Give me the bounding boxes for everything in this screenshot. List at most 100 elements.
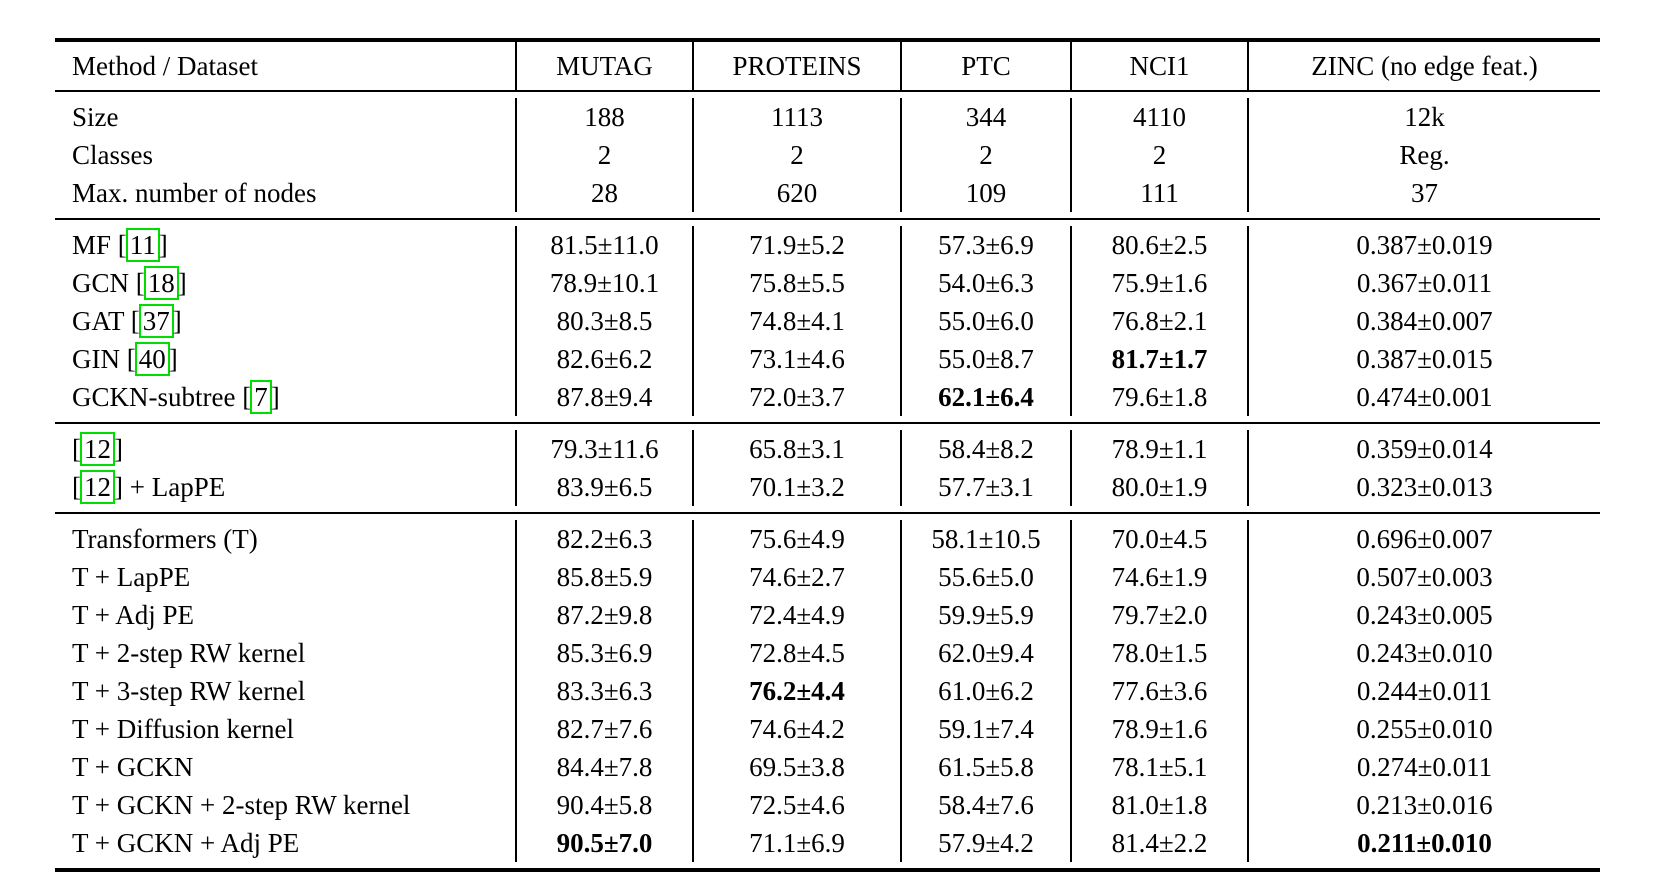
value-cell: 76.8±2.1 — [1070, 302, 1247, 340]
value-cell: 62.1±6.4 — [900, 378, 1070, 416]
value-cell: 70.1±3.2 — [692, 468, 900, 506]
value-cell: 87.8±9.4 — [515, 378, 692, 416]
citation-link[interactable]: 11 — [125, 228, 160, 262]
value-cell: 57.7±3.1 — [900, 468, 1070, 506]
citation-link[interactable]: 37 — [138, 304, 174, 338]
info-value-cell: 28 — [515, 174, 692, 212]
value-cell: 61.0±6.2 — [900, 672, 1070, 710]
value-cell: 58.4±7.6 — [900, 786, 1070, 824]
value-cell: 73.1±4.6 — [692, 340, 900, 378]
citation-bracket: [ — [72, 434, 81, 464]
table-rule — [55, 422, 1600, 424]
row-label: T + GCKN — [72, 752, 194, 782]
citation-bracket: ] — [270, 382, 280, 412]
value-cell: 82.6±6.2 — [515, 340, 692, 378]
row-label: Classes — [72, 140, 153, 170]
value-cell: 72.5±4.6 — [692, 786, 900, 824]
column-header: MUTAG — [515, 42, 692, 90]
value-cell: 87.2±9.8 — [515, 596, 692, 634]
citation-link[interactable]: 7 — [250, 380, 272, 414]
citation-bracket: ] — [168, 344, 178, 374]
column-header: PTC — [900, 42, 1070, 90]
column-header: NCI1 — [1070, 42, 1247, 90]
value-cell: 72.4±4.9 — [692, 596, 900, 634]
value-cell: 75.8±5.5 — [692, 264, 900, 302]
info-value-cell: 111 — [1070, 174, 1247, 212]
value-cell: 85.3±6.9 — [515, 634, 692, 672]
citation-link[interactable]: 12 — [80, 432, 115, 466]
table-rule — [55, 218, 1600, 220]
section-prior-transformer: [12] 79.3±11.6 65.8±3.1 58.4±8.2 78.9±1.1 0.3… — [55, 424, 1600, 512]
value-cell: 0.243±0.010 — [1247, 634, 1600, 672]
value-cell: 80.0±1.9 — [1070, 468, 1247, 506]
value-cell: 0.211±0.010 — [1247, 824, 1600, 862]
value-cell: 61.5±5.8 — [900, 748, 1070, 786]
value-cell: 79.3±11.6 — [515, 430, 692, 468]
value-cell: 55.0±6.0 — [900, 302, 1070, 340]
value-cell: 0.696±0.007 — [1247, 520, 1600, 558]
citation-bracket: [ — [72, 472, 81, 502]
citation-link[interactable]: 40 — [134, 342, 170, 376]
value-cell: 82.7±7.6 — [515, 710, 692, 748]
value-cell: 59.1±7.4 — [900, 710, 1070, 748]
row-label: GIN [40] — [72, 342, 178, 376]
dataset-info-section: Size 188 1113 344 4110 12k Classes 2 2 2 2 Reg. Max.… — [55, 92, 1600, 218]
row-label: Size — [72, 102, 119, 132]
row-label: T + Diffusion kernel — [72, 714, 294, 744]
column-header: PROTEINS — [692, 42, 900, 90]
table-rule — [55, 512, 1600, 514]
row-label: T + GCKN + Adj PE — [72, 828, 300, 858]
value-cell: 76.2±4.4 — [692, 672, 900, 710]
value-cell: 69.5±3.8 — [692, 748, 900, 786]
value-cell: 74.6±1.9 — [1070, 558, 1247, 596]
value-cell: 77.6±3.6 — [1070, 672, 1247, 710]
value-cell: 72.8±4.5 — [692, 634, 900, 672]
row-label: T + 3-step RW kernel — [72, 676, 306, 706]
value-cell: 78.9±10.1 — [515, 264, 692, 302]
value-cell: 70.0±4.5 — [1070, 520, 1247, 558]
value-cell: 0.213±0.016 — [1247, 786, 1600, 824]
citation-bracket: [ — [135, 268, 145, 298]
section-transformer-variants: Transformers (T) 82.2±6.3 75.6±4.9 58.1±10.… — [55, 514, 1600, 868]
value-cell: 0.387±0.015 — [1247, 340, 1600, 378]
row-label: [12] — [55, 430, 515, 468]
row-label: [12] + LapPE — [72, 470, 226, 504]
value-cell: 79.7±2.0 — [1070, 596, 1247, 634]
value-cell: 90.4±5.8 — [515, 786, 692, 824]
value-cell: 81.5±11.0 — [515, 226, 692, 264]
value-cell: 82.2±6.3 — [515, 520, 692, 558]
citation-bracket: [ — [126, 344, 136, 374]
value-cell: 75.9±1.6 — [1070, 264, 1247, 302]
value-cell: 78.0±1.5 — [1070, 634, 1247, 672]
table-top-rule — [55, 38, 1600, 42]
value-cell: 62.0±9.4 — [900, 634, 1070, 672]
results-table: Method / Dataset MUTAG PROTEINS PTC NCI1 ZINC… — [55, 38, 1600, 872]
value-cell: 57.9±4.2 — [900, 824, 1070, 862]
info-value-cell: 4110 — [1070, 98, 1247, 136]
value-cell: 80.6±2.5 — [1070, 226, 1247, 264]
column-header: Method / Dataset — [72, 51, 258, 81]
value-cell: 74.6±4.2 — [692, 710, 900, 748]
value-cell: 80.3±8.5 — [515, 302, 692, 340]
info-value-cell: Reg. — [1247, 136, 1600, 174]
info-value-cell: 344 — [900, 98, 1070, 136]
table-rule — [55, 90, 1600, 92]
row-label: Transformers (T) — [72, 524, 258, 554]
value-cell: 55.6±5.0 — [900, 558, 1070, 596]
value-cell: 84.4±7.8 — [515, 748, 692, 786]
info-value-cell: 2 — [515, 136, 692, 174]
value-cell: 71.9±5.2 — [692, 226, 900, 264]
value-cell: 83.9±6.5 — [515, 468, 692, 506]
info-value-cell: 1113 — [692, 98, 900, 136]
citation-link[interactable]: 12 — [80, 470, 115, 504]
value-cell: 81.7±1.7 — [1070, 340, 1247, 378]
citation-link[interactable]: 18 — [143, 266, 179, 300]
row-label: GCKN-subtree [7] — [72, 380, 280, 414]
value-cell: 90.5±7.0 — [515, 824, 692, 862]
value-cell: 0.474±0.001 — [1247, 378, 1600, 416]
value-cell: 0.507±0.003 — [1247, 558, 1600, 596]
row-label: T + 2-step RW kernel — [72, 638, 306, 668]
value-cell: 72.0±3.7 — [692, 378, 900, 416]
value-cell: 0.243±0.005 — [1247, 596, 1600, 634]
citation-bracket: [ — [130, 306, 140, 336]
